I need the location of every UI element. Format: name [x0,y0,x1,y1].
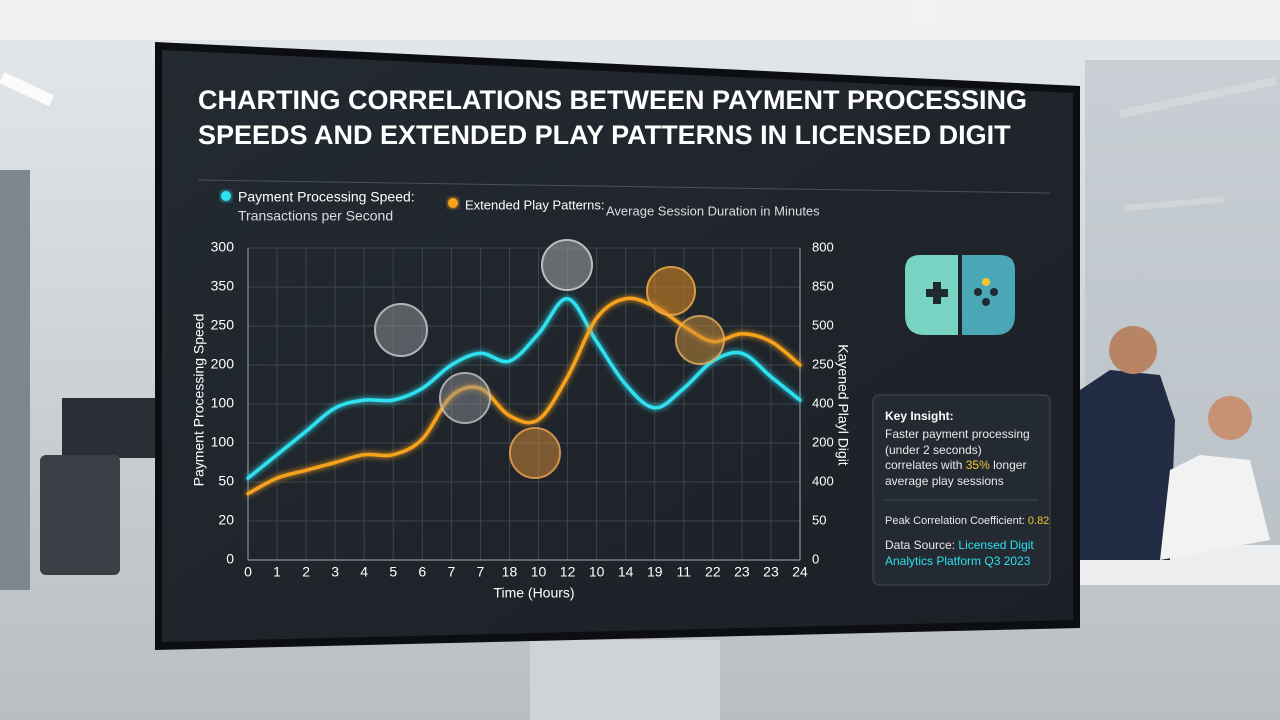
y-tick-label: 100 [211,395,235,411]
legend-description: Transactions per Second [238,208,393,224]
ceiling-spot [912,0,936,30]
person-head [1109,326,1157,374]
x-tick-label: 6 [418,564,426,580]
series-line [246,296,802,480]
screen [162,50,1073,642]
x-tick-label: 3 [331,564,339,580]
y2-tick-label: 0 [812,551,819,566]
source-label: Data Source: Licensed Digit [885,538,1034,552]
bubble [675,315,725,365]
x-tick-label: 12 [560,564,576,580]
gamepad-right [962,255,1015,335]
stand [530,640,720,720]
highlight-bubbles [374,239,725,479]
legend-marker [448,198,458,208]
legend-marker [221,191,231,201]
y-tick-label: 250 [211,317,235,333]
dpad [933,282,941,304]
x-tick-label: 19 [647,564,663,580]
button [974,288,982,296]
y2-tick-label: 850 [812,278,834,293]
button [982,298,990,306]
x-tick-label: 4 [360,564,368,580]
y2-tick-label: 200 [812,434,834,449]
x-tick-label: 11 [677,564,692,580]
bubble [541,239,593,291]
legend-description: Average Session Duration in Minutes [606,203,820,218]
source-text: Analytics Platform Q3 2023 [885,554,1031,568]
x-tick-label: 1 [273,564,281,580]
x-tick-label: 18 [502,564,518,580]
y-axis-title: Payment Processing Speed [191,314,207,487]
y-tick-label: 100 [211,434,235,450]
y-tick-label: 350 [211,278,235,294]
insight-panel [872,394,1051,586]
insight-text: correlates with [885,458,962,472]
insight-highlight: 35% [966,458,990,472]
y-tick-label: 50 [218,473,234,489]
x-tick-label: 14 [618,564,634,580]
x-tick-label: 23 [734,564,750,580]
y2-tick-label: 250 [812,356,834,371]
person-head [1208,396,1252,440]
insight-text: correlates with 35% longer [885,458,1026,472]
insight-text: average play sessions [885,474,1004,488]
y-tick-label: 0 [226,551,234,567]
button [990,288,998,296]
y2-tick-label: 50 [812,512,826,527]
y-tick-label: 200 [211,356,235,372]
x-tick-label: 0 [244,564,252,580]
peak-label: Peak Correlation Coefficient: 0.82 [885,515,1049,527]
y2-tick-label: 500 [812,317,834,332]
ceiling [0,0,1280,40]
x-tick-label: 7 [447,564,455,580]
insight-text: longer [993,458,1026,472]
gamepad-icon [905,255,1015,335]
y-tick-label: 20 [218,512,234,528]
person [1160,455,1270,560]
insight-heading: Key Insight: [885,409,954,423]
x-tick-label: 24 [792,564,808,580]
x-tick-label: 10 [531,564,547,580]
legend-label: Extended Play Patterns: [465,197,604,212]
title: CHARTING CORRELATIONS BETWEEN PAYMENT PR… [198,85,1027,115]
y2-axis-title: Kayened Playl Digit [835,344,851,466]
x-tick-label: 23 [763,564,779,580]
y2-tick-label: 400 [812,473,834,488]
window [0,170,30,590]
x-tick-label: 22 [705,564,721,580]
source-text: Licensed Digit [958,538,1034,552]
x-axis-title: Time (Hours) [493,585,574,601]
chair [40,455,120,575]
y2-tick-label: 400 [812,395,834,410]
legend-label: Payment Processing Speed: [238,189,415,205]
person [1080,370,1175,560]
x-tick-label: 7 [477,564,485,580]
monitor [62,398,157,458]
plot: 0205010010020025035030005040020040025050… [211,239,834,580]
peak-value: 0.82 [1028,515,1049,527]
insight-text: Faster payment processing [885,427,1030,441]
divider [197,179,1051,194]
bubble [374,303,428,357]
insight-text: (under 2 seconds) [885,443,982,457]
peak-label: Peak Correlation Coefficient: [885,515,1025,527]
x-tick-label: 5 [389,564,397,580]
bubble [646,266,696,316]
bubble [509,427,561,479]
source-label: Data Source: [885,538,955,552]
title: SPEEDS AND EXTENDED PLAY PATTERNS IN LIC… [198,120,1011,150]
bubble [439,372,491,424]
button [982,278,990,286]
y2-tick-label: 800 [812,239,834,254]
x-tick-label: 10 [589,564,605,580]
x-tick-label: 2 [302,564,310,580]
ceiling-light [0,72,55,107]
y-tick-label: 300 [211,239,235,255]
